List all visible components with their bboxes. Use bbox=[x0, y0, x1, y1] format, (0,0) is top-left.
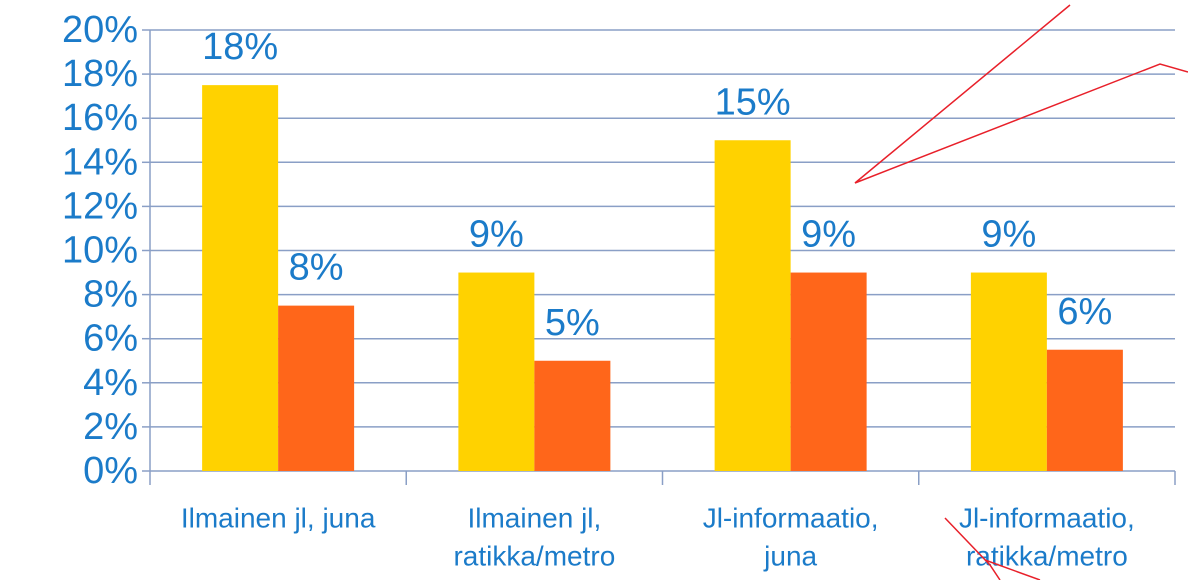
callout-line bbox=[944, 517, 1001, 580]
callout-lines bbox=[854, 4, 1188, 580]
y-tick-label: 2% bbox=[83, 406, 138, 448]
bar bbox=[1046, 349, 1123, 471]
callout-line bbox=[984, 559, 1041, 580]
y-tick-label: 4% bbox=[83, 362, 138, 404]
bar bbox=[202, 85, 279, 471]
x-tick-label: Jl-informaatio, bbox=[703, 502, 879, 533]
x-tick-label: Ilmainen jl, bbox=[467, 502, 601, 533]
x-tick-label: Jl-informaatio, bbox=[959, 502, 1135, 533]
bar bbox=[458, 272, 535, 471]
data-label: 15% bbox=[715, 81, 791, 123]
y-tick-label: 8% bbox=[83, 274, 138, 316]
callout-line bbox=[854, 4, 1188, 184]
bar bbox=[534, 360, 611, 471]
y-tick-label: 16% bbox=[62, 97, 138, 139]
y-tick-label: 20% bbox=[62, 9, 138, 51]
data-label: 6% bbox=[1057, 291, 1112, 333]
x-tick-label: juna bbox=[763, 540, 817, 571]
y-tick-label: 18% bbox=[62, 53, 138, 95]
data-label: 5% bbox=[545, 302, 600, 344]
x-tick-label: ratikka/metro bbox=[453, 540, 615, 571]
bar bbox=[790, 272, 867, 471]
bar bbox=[970, 272, 1047, 471]
bar bbox=[714, 140, 791, 471]
data-label: 9% bbox=[981, 214, 1036, 256]
data-label: 9% bbox=[469, 214, 524, 256]
y-tick-label: 0% bbox=[83, 450, 138, 492]
data-label: 8% bbox=[289, 247, 344, 289]
y-tick-label: 12% bbox=[62, 185, 138, 227]
data-label: 9% bbox=[801, 214, 856, 256]
y-tick-label: 14% bbox=[62, 141, 138, 183]
data-label: 18% bbox=[202, 26, 278, 68]
y-tick-label: 10% bbox=[62, 230, 138, 272]
y-tick-label: 6% bbox=[83, 318, 138, 360]
x-tick-label: Ilmainen jl, juna bbox=[181, 502, 376, 533]
bar bbox=[278, 305, 355, 471]
x-tick-label: ratikka/metro bbox=[966, 540, 1128, 571]
